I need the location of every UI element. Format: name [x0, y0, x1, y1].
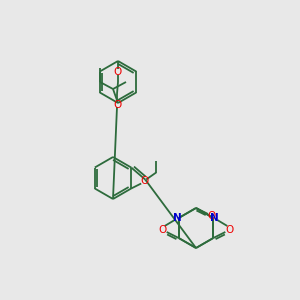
Text: N: N	[173, 213, 182, 223]
Text: N: N	[210, 213, 219, 223]
Text: O: O	[225, 225, 233, 235]
Text: O: O	[159, 225, 167, 235]
Text: O: O	[113, 100, 121, 110]
Text: O: O	[208, 211, 216, 221]
Text: O: O	[140, 176, 148, 187]
Text: O: O	[114, 67, 122, 77]
